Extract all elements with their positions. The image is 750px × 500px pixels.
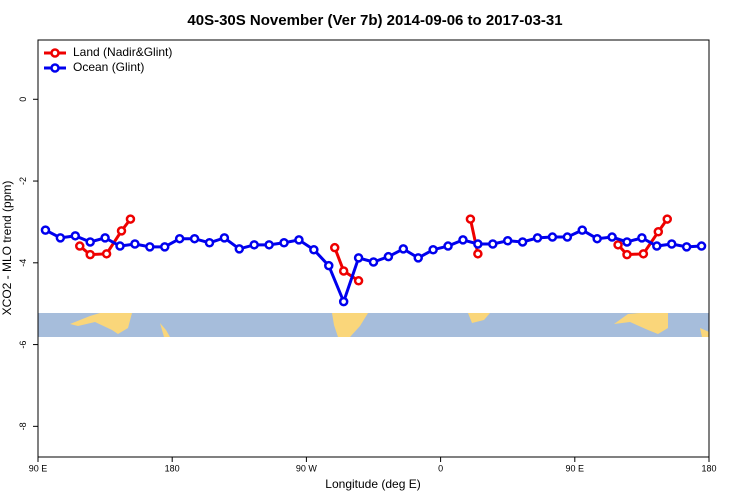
y-axis-label: XCO2 - MLO trend (ppm) bbox=[0, 181, 14, 316]
point bbox=[681, 242, 692, 252]
point bbox=[189, 233, 200, 244]
point bbox=[204, 238, 215, 248]
point bbox=[329, 242, 340, 253]
x-tick-label: 90 E bbox=[29, 463, 48, 473]
point bbox=[145, 242, 155, 252]
point bbox=[622, 237, 632, 247]
point bbox=[413, 253, 423, 263]
point bbox=[613, 240, 623, 250]
x-tick-label: 0 bbox=[438, 463, 443, 473]
point bbox=[294, 235, 304, 245]
chart-title: 40S-30S November (Ver 7b) 2014-09-06 to … bbox=[187, 12, 562, 29]
x-tick-label: 90 E bbox=[566, 463, 585, 473]
point bbox=[662, 214, 672, 224]
point bbox=[338, 266, 349, 276]
x-axis-label: Longitude (deg E) bbox=[325, 477, 420, 491]
point bbox=[517, 237, 528, 247]
point bbox=[607, 232, 617, 242]
point bbox=[101, 249, 112, 259]
map-strip bbox=[38, 313, 709, 337]
point bbox=[264, 240, 274, 250]
point bbox=[125, 214, 136, 224]
point bbox=[234, 244, 245, 254]
point bbox=[428, 244, 438, 255]
x-tick-label: 180 bbox=[165, 463, 180, 473]
point bbox=[622, 249, 632, 260]
legend: Land (Nadir&Glint)Ocean (Glint) bbox=[44, 45, 172, 74]
point bbox=[502, 235, 513, 246]
point bbox=[70, 231, 81, 241]
point bbox=[219, 233, 230, 243]
point bbox=[443, 241, 453, 251]
point bbox=[653, 226, 664, 237]
point bbox=[652, 241, 662, 251]
legend-label: Ocean (Glint) bbox=[73, 60, 144, 74]
point bbox=[249, 240, 259, 250]
point bbox=[85, 237, 95, 247]
point bbox=[100, 233, 110, 243]
point bbox=[130, 239, 140, 249]
y-tick-label: -6 bbox=[18, 341, 28, 349]
point bbox=[465, 214, 476, 224]
point bbox=[473, 249, 483, 259]
point bbox=[458, 235, 468, 245]
point bbox=[279, 238, 289, 248]
point bbox=[309, 244, 319, 255]
point bbox=[473, 239, 483, 249]
point bbox=[592, 233, 602, 244]
point bbox=[353, 276, 364, 286]
point bbox=[368, 257, 379, 267]
point bbox=[324, 260, 334, 271]
y-tick-label: -2 bbox=[18, 177, 28, 185]
point bbox=[75, 241, 85, 251]
point bbox=[562, 232, 573, 242]
point bbox=[116, 226, 127, 236]
point bbox=[666, 239, 677, 249]
legend-label: Land (Nadir&Glint) bbox=[73, 45, 172, 59]
point bbox=[696, 241, 707, 251]
point bbox=[85, 249, 95, 260]
point bbox=[547, 232, 558, 242]
legend-marker bbox=[50, 63, 60, 73]
point bbox=[159, 242, 170, 252]
legend-marker bbox=[50, 48, 60, 58]
point bbox=[338, 296, 349, 307]
point bbox=[353, 253, 364, 263]
point bbox=[115, 241, 125, 251]
x-tick-label: 180 bbox=[701, 463, 716, 473]
y-tick-label: -8 bbox=[18, 422, 28, 430]
point bbox=[398, 244, 409, 254]
point bbox=[638, 249, 649, 259]
x-tick-label: 90 W bbox=[296, 463, 318, 473]
point bbox=[532, 233, 543, 243]
point bbox=[383, 251, 394, 262]
point bbox=[40, 225, 51, 235]
plot-frame bbox=[37, 39, 710, 458]
y-tick-label: 0 bbox=[18, 97, 28, 102]
point bbox=[488, 239, 498, 249]
point bbox=[577, 225, 588, 235]
point bbox=[55, 233, 66, 243]
point bbox=[637, 233, 647, 243]
point bbox=[174, 233, 185, 244]
y-tick-label: -4 bbox=[18, 259, 28, 267]
